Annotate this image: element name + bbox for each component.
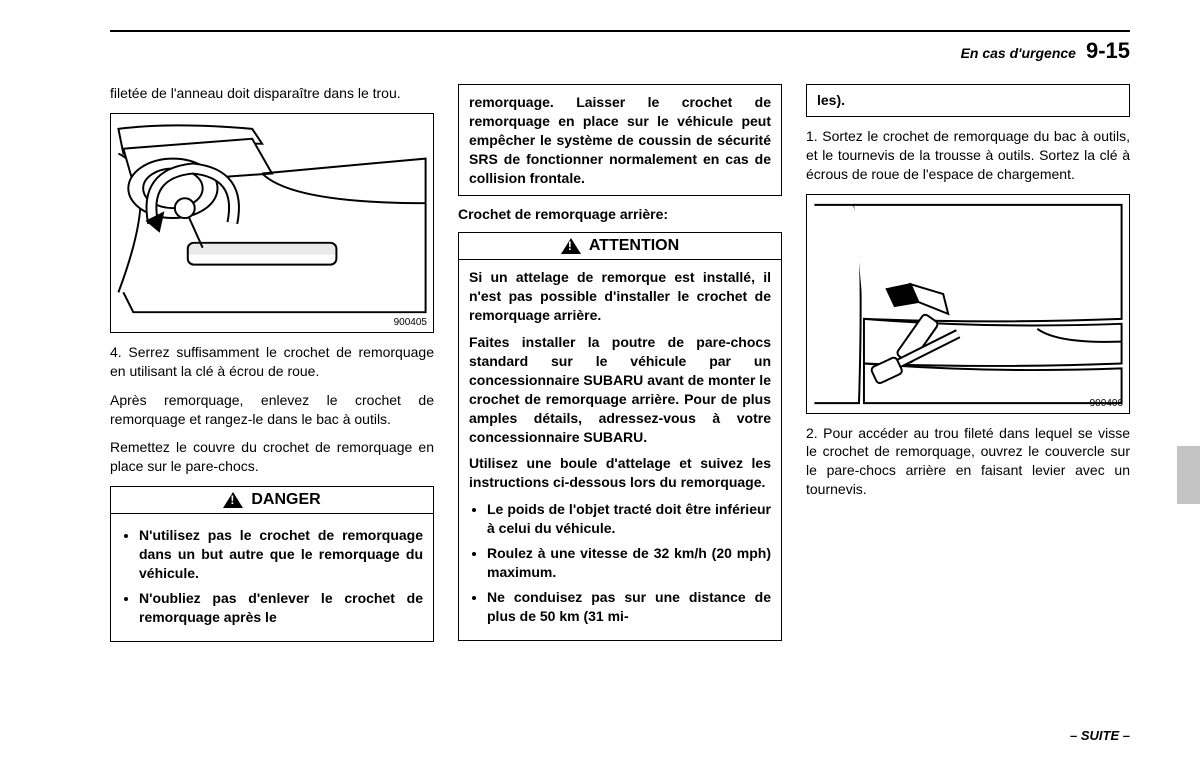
danger-continuation: remorquage. Laisser le crochet de remorq… xyxy=(469,94,771,186)
attention-title: ATTENTION xyxy=(589,237,679,255)
section-index-tab xyxy=(1177,446,1200,504)
danger-bullet-1: N'utilisez pas le crochet de remorquage … xyxy=(139,526,423,583)
attention-box: ATTENTION Si un attelage de remorque est… xyxy=(458,232,782,640)
page-number: 9-15 xyxy=(1086,38,1130,64)
danger-cont-body: remorquage. Laisser le crochet de remorq… xyxy=(459,85,781,195)
content-columns: filetée de l'anneau doit disparaître dan… xyxy=(110,84,1130,652)
figure-ref: 900405 xyxy=(394,317,427,328)
attention-body: Si un attelage de remorque est installé,… xyxy=(459,260,781,639)
figure-ref: 900406 xyxy=(1090,398,1123,409)
column-3: les). 1. Sortez le crochet de remorquage… xyxy=(806,84,1130,652)
after-towing-1: Après remorquage, enlevez le crochet de … xyxy=(110,391,434,429)
attention-bullet-1: Le poids de l'objet tracté doit être inf… xyxy=(487,500,771,538)
attention-p1: Si un attelage de remorque est installé,… xyxy=(469,268,771,325)
figure-900406: 900406 xyxy=(806,194,1130,414)
manual-page: En cas d'urgence 9-15 filetée de l'annea… xyxy=(0,0,1200,692)
continuation-footer: – SUITE – xyxy=(1070,728,1130,743)
attention-p2: Faites installer la poutre de pare-chocs… xyxy=(469,333,771,446)
step-1: 1. Sortez le crochet de remorquage du ba… xyxy=(806,127,1130,184)
danger-body: N'utilisez pas le crochet de remorquage … xyxy=(111,514,433,640)
towing-hook-rear-illustration xyxy=(807,195,1129,413)
attention-header: ATTENTION xyxy=(459,233,781,260)
step-2: 2. Pour accéder au trou fileté dans lequ… xyxy=(806,424,1130,500)
section-title: En cas d'urgence xyxy=(961,45,1076,61)
danger-header: DANGER xyxy=(111,487,433,514)
column-2: remorquage. Laisser le crochet de remorq… xyxy=(458,84,782,652)
header-rule xyxy=(110,30,1130,32)
step-4: 4. Serrez suffisamment le crochet de rem… xyxy=(110,343,434,381)
column-1: filetée de l'anneau doit disparaître dan… xyxy=(110,84,434,652)
attention-continuation-box: les). xyxy=(806,84,1130,117)
page-header: En cas d'urgence 9-15 xyxy=(110,38,1130,64)
attention-bullet-2: Roulez à une vitesse de 32 km/h (20 mph)… xyxy=(487,544,771,582)
warning-triangle-icon xyxy=(223,492,243,508)
intro-text: filetée de l'anneau doit disparaître dan… xyxy=(110,84,434,103)
attention-bullet-3: Ne conduisez pas sur une distance de plu… xyxy=(487,588,771,626)
attention-cont-body: les). xyxy=(807,85,1129,116)
danger-box: DANGER N'utilisez pas le crochet de remo… xyxy=(110,486,434,641)
after-towing-2: Remettez le couvre du crochet de remorqu… xyxy=(110,438,434,476)
warning-triangle-icon xyxy=(561,238,581,254)
attention-p3: Utilisez une boule d'attelage et suivez … xyxy=(469,454,771,492)
figure-900405: 900405 xyxy=(110,113,434,333)
attention-continuation: les). xyxy=(817,92,845,108)
danger-continuation-box: remorquage. Laisser le crochet de remorq… xyxy=(458,84,782,196)
danger-bullet-2: N'oubliez pas d'enlever le crochet de re… xyxy=(139,589,423,627)
danger-title: DANGER xyxy=(251,491,320,509)
towing-hook-front-illustration xyxy=(111,114,433,332)
rear-hook-heading: Crochet de remorquage arrière: xyxy=(458,206,782,222)
